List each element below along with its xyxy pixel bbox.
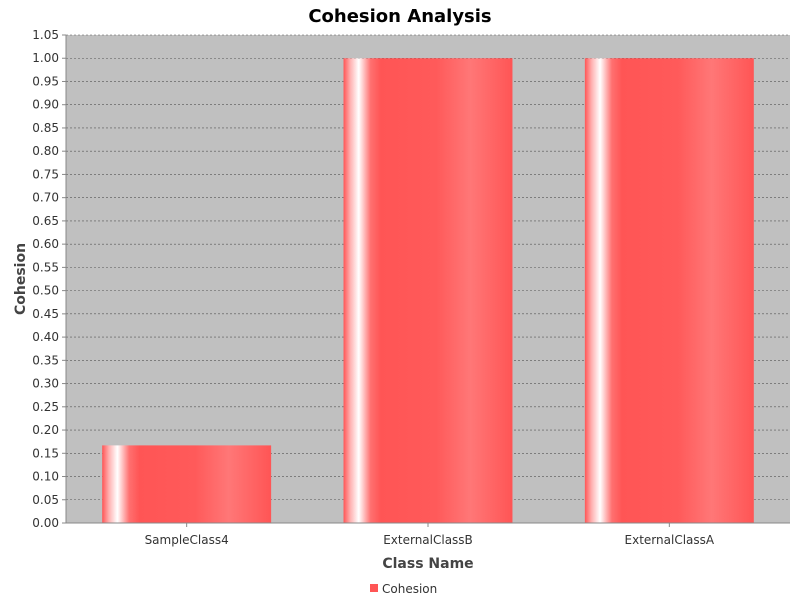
y-tick-label: 0.15 [32, 446, 59, 460]
y-tick-label: 0.25 [32, 400, 59, 414]
y-tick-label: 0.55 [32, 260, 59, 274]
y-tick-label: 0.00 [32, 516, 59, 530]
y-tick-label: 0.20 [32, 423, 59, 437]
y-tick-label: 0.90 [32, 98, 59, 112]
x-tick-label: SampleClass4 [145, 533, 229, 547]
y-tick-label: 0.70 [32, 191, 59, 205]
bar-externalclassa [584, 58, 754, 523]
y-tick-label: 0.80 [32, 144, 59, 158]
y-tick-label: 1.00 [32, 51, 59, 65]
x-tick-label: ExternalClassB [383, 533, 473, 547]
y-tick-label: 0.05 [32, 493, 59, 507]
x-tick-label: ExternalClassA [625, 533, 715, 547]
legend-label: Cohesion [382, 582, 437, 596]
y-tick-label: 0.30 [32, 377, 59, 391]
y-tick-label: 0.85 [32, 121, 59, 135]
bar-sampleclass4 [102, 445, 272, 523]
bars [102, 58, 754, 523]
legend-swatch [370, 584, 378, 592]
y-tick-label: 0.75 [32, 167, 59, 181]
y-tick-label: 0.10 [32, 470, 59, 484]
chart-title: Cohesion Analysis [308, 6, 491, 27]
legend: Cohesion [370, 582, 437, 596]
y-tick-label: 0.50 [32, 284, 59, 298]
y-tick-label: 0.40 [32, 330, 59, 344]
y-axis-label: Cohesion [13, 243, 29, 315]
x-axis-label: Class Name [382, 556, 473, 572]
y-tick-label: 0.60 [32, 237, 59, 251]
y-tick-label: 1.05 [32, 28, 59, 42]
y-axis-ticks: 0.00 0.05 0.10 0.15 0.20 0.25 0.30 0.35 0.40 0.45… [32, 28, 66, 530]
x-axis-ticks: SampleClass4 ExternalClassB ExternalClassA [145, 523, 715, 547]
y-tick-label: 0.65 [32, 214, 59, 228]
y-tick-label: 0.95 [32, 74, 59, 88]
y-tick-label: 0.45 [32, 307, 59, 321]
bar-externalclassb [343, 58, 513, 523]
y-tick-label: 0.35 [32, 353, 59, 367]
